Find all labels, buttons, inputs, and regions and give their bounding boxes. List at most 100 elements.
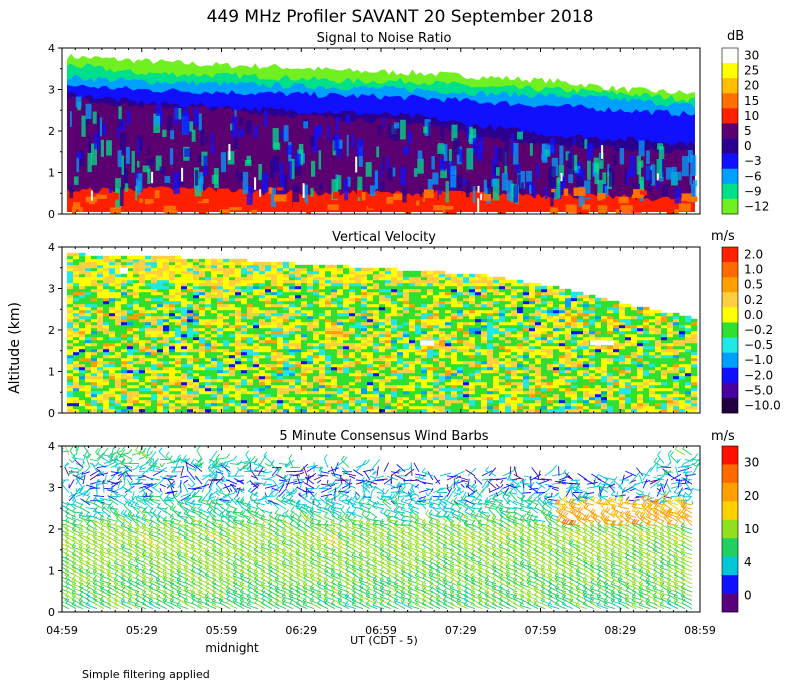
velocity-cell bbox=[367, 402, 374, 407]
velocity-cell bbox=[157, 300, 164, 305]
velocity-cell bbox=[151, 294, 158, 299]
velocity-cell bbox=[607, 315, 614, 320]
velocity-cell bbox=[115, 315, 122, 320]
velocity-cell bbox=[559, 399, 566, 404]
velocity-cell bbox=[97, 318, 104, 323]
velocity-cell bbox=[301, 339, 308, 344]
velocity-cell bbox=[325, 279, 332, 284]
velocity-cell bbox=[433, 396, 440, 401]
velocity-cell bbox=[301, 348, 308, 353]
snr-texture-streak bbox=[628, 169, 635, 177]
velocity-cell bbox=[445, 405, 452, 410]
velocity-cell bbox=[445, 357, 452, 362]
velocity-cell bbox=[175, 291, 182, 296]
velocity-cell bbox=[91, 297, 98, 302]
velocity-cell bbox=[421, 387, 428, 392]
velocity-cell bbox=[553, 294, 560, 299]
velocity-cell bbox=[175, 375, 182, 380]
velocity-cell bbox=[97, 294, 104, 299]
velocity-cell bbox=[385, 375, 392, 380]
velocity-cell bbox=[361, 306, 368, 311]
velocity-cell bbox=[301, 345, 308, 350]
snr-texture-streak bbox=[100, 139, 104, 157]
velocity-cell bbox=[97, 393, 104, 398]
velocity-cell bbox=[577, 300, 584, 305]
velocity-cell bbox=[541, 348, 548, 353]
velocity-cell bbox=[139, 306, 146, 311]
velocity-cell bbox=[97, 366, 104, 371]
velocity-cell bbox=[601, 336, 608, 341]
velocity-cell bbox=[613, 405, 620, 410]
velocity-cell bbox=[607, 306, 614, 311]
velocity-cell bbox=[97, 333, 104, 338]
velocity-cell bbox=[475, 330, 482, 335]
velocity-cell bbox=[553, 372, 560, 377]
velocity-cell bbox=[211, 315, 218, 320]
velocity-cell bbox=[457, 360, 464, 365]
velocity-cell bbox=[337, 282, 344, 287]
velocity-cell bbox=[481, 294, 488, 299]
velocity-cell bbox=[487, 315, 494, 320]
snr-texture-streak bbox=[657, 143, 663, 150]
snr-texture-streak bbox=[97, 116, 100, 138]
velocity-cell bbox=[223, 309, 230, 314]
velocity-cell bbox=[367, 288, 374, 293]
velocity-cell bbox=[421, 372, 428, 377]
velocity-cell bbox=[343, 375, 350, 380]
velocity-cell bbox=[145, 381, 152, 386]
velocity-cell bbox=[187, 345, 194, 350]
velocity-cell bbox=[115, 357, 122, 362]
velocity-cell bbox=[409, 315, 416, 320]
velocity-cell bbox=[289, 321, 296, 326]
velocity-cell bbox=[553, 312, 560, 317]
velocity-cell bbox=[307, 276, 314, 281]
velocity-cell bbox=[121, 381, 128, 386]
velocity-cell bbox=[361, 333, 368, 338]
velocity-cell bbox=[181, 396, 188, 401]
velocity-cell bbox=[469, 282, 476, 287]
velocity-cell bbox=[517, 339, 524, 344]
snr-low-blob bbox=[176, 200, 183, 207]
velocity-cell bbox=[157, 369, 164, 374]
velocity-cell bbox=[397, 384, 404, 389]
snr-texture-streak bbox=[604, 185, 609, 197]
velocity-cell bbox=[517, 363, 524, 368]
velocity-cell bbox=[325, 393, 332, 398]
velocity-cell bbox=[571, 324, 578, 329]
velocity-cell bbox=[133, 405, 140, 410]
velocity-cell bbox=[535, 315, 542, 320]
velocity-cell bbox=[139, 276, 146, 281]
velocity-cell bbox=[73, 321, 80, 326]
velocity-cell bbox=[367, 294, 374, 299]
velocity-cell bbox=[127, 288, 134, 293]
velocity-cell bbox=[547, 372, 554, 377]
snr-texture-streak bbox=[603, 181, 607, 193]
velocity-cell bbox=[559, 387, 566, 392]
velocity-cell bbox=[391, 402, 398, 407]
velocity-cell bbox=[253, 363, 260, 368]
velocity-cell bbox=[337, 384, 344, 389]
velocity-cell bbox=[295, 315, 302, 320]
velocity-cell bbox=[337, 366, 344, 371]
velocity-cell bbox=[511, 396, 518, 401]
velocity-cell bbox=[241, 333, 248, 338]
velocity-cell bbox=[373, 357, 380, 362]
snr-low-blob bbox=[615, 209, 620, 214]
velocity-cell bbox=[373, 360, 380, 365]
velocity-cell bbox=[403, 402, 410, 407]
velocity-cell bbox=[295, 369, 302, 374]
velocity-cell bbox=[361, 345, 368, 350]
velocity-cell bbox=[295, 357, 302, 362]
velocity-cell bbox=[583, 375, 590, 380]
velocity-cell bbox=[457, 303, 464, 308]
velocity-cell bbox=[487, 351, 494, 356]
velocity-cell bbox=[295, 396, 302, 401]
velocity-cell bbox=[541, 297, 548, 302]
velocity-cell bbox=[301, 372, 308, 377]
velocity-cell bbox=[229, 357, 236, 362]
velocity-cell bbox=[145, 345, 152, 350]
velocity-cell bbox=[253, 360, 260, 365]
velocity-cell bbox=[187, 330, 194, 335]
velocity-cell bbox=[121, 357, 128, 362]
velocity-cell bbox=[145, 384, 152, 389]
